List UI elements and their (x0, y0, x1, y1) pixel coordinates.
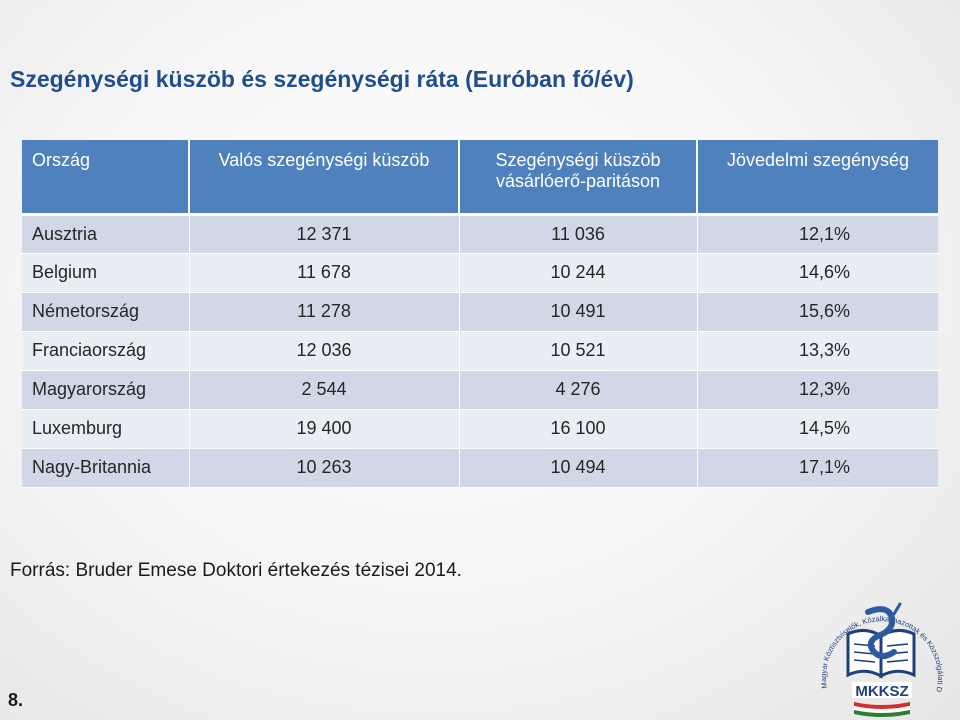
cell-real-threshold: 11 678 (189, 253, 460, 293)
logo-text: MKKSZ (855, 683, 908, 700)
cell-real-threshold: 2 544 (189, 370, 460, 410)
cell-income-poverty: 17,1% (697, 448, 938, 488)
table-header-row: Ország Valós szegénységi küszöb Szegénys… (22, 140, 938, 216)
cell-country: Franciaország (22, 331, 190, 371)
table-row: Németország 11 278 10 491 15,6% (22, 292, 938, 332)
cell-real-threshold: 12 371 (189, 214, 460, 254)
cell-ppp-threshold: 10 521 (459, 331, 698, 371)
poverty-table: Ország Valós szegénységi küszöb Szegénys… (22, 140, 938, 488)
cell-ppp-threshold: 4 276 (459, 370, 698, 410)
cell-income-poverty: 14,5% (697, 409, 938, 449)
page-number: 8. (8, 690, 24, 710)
cell-real-threshold: 11 278 (189, 292, 460, 332)
table-row: Luxemburg 19 400 16 100 14,5% (22, 409, 938, 449)
cell-ppp-threshold: 10 244 (459, 253, 698, 293)
cell-real-threshold: 10 263 (189, 448, 460, 488)
cell-income-poverty: 14,6% (697, 253, 938, 293)
table-row: Belgium 11 678 10 244 14,6% (22, 253, 938, 293)
table-row: Ausztria 12 371 11 036 12,1% (22, 214, 938, 254)
cell-real-threshold: 12 036 (189, 331, 460, 371)
cell-ppp-threshold: 10 494 (459, 448, 698, 488)
cell-ppp-threshold: 16 100 (459, 409, 698, 449)
header-real-threshold: Valós szegénységi küszöb (189, 140, 460, 216)
table-row: Magyarország 2 544 4 276 12,3% (22, 370, 938, 410)
cell-country: Belgium (22, 253, 190, 293)
union-logo-book-icon: Magyar Köztisztviselők, Közalkalmazottak… (808, 590, 945, 717)
source-citation: Forrás: Bruder Emese Doktori értekezés t… (10, 560, 462, 581)
table-row: Franciaország 12 036 10 521 13,3% (22, 331, 938, 371)
cell-country: Luxemburg (22, 409, 190, 449)
cell-income-poverty: 12,3% (697, 370, 938, 410)
cell-country: Ausztria (22, 214, 190, 254)
cell-ppp-threshold: 10 491 (459, 292, 698, 332)
header-ppp-threshold: Szegénységi küszöb vásárlóerő-paritáson (459, 140, 698, 216)
cell-income-poverty: 15,6% (697, 292, 938, 332)
cell-country: Magyarország (22, 370, 190, 410)
page-title: Szegénységi küszöb és szegénységi ráta (… (10, 66, 634, 92)
cell-income-poverty: 13,3% (697, 331, 938, 371)
header-income-poverty: Jövedelmi szegénység (697, 140, 938, 216)
table-row: Nagy-Britannia 10 263 10 494 17,1% (22, 448, 938, 488)
cell-country: Nagy-Britannia (22, 448, 190, 488)
cell-ppp-threshold: 11 036 (459, 214, 698, 254)
header-country: Ország (22, 140, 190, 216)
cell-country: Németország (22, 292, 190, 332)
cell-real-threshold: 19 400 (189, 409, 460, 449)
cell-income-poverty: 12,1% (697, 214, 938, 254)
